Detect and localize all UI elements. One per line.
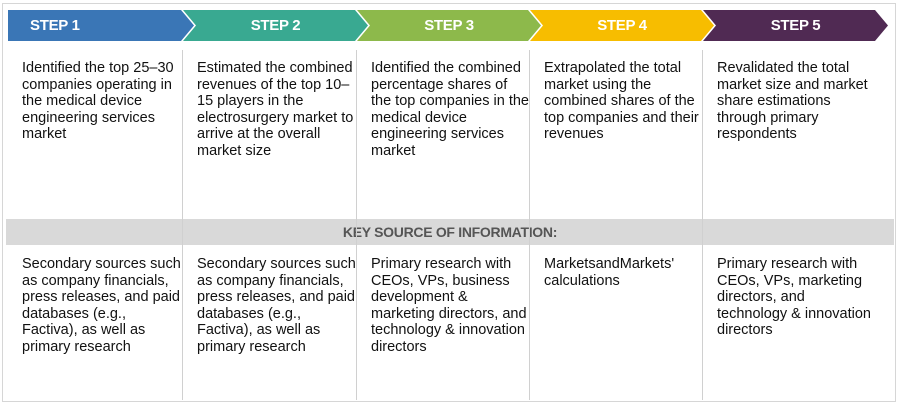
column-divider xyxy=(702,50,703,400)
step-3-description: Identified the combined percentage share… xyxy=(371,60,529,159)
step-4-arrow: STEP 4 xyxy=(530,10,714,41)
column-divider xyxy=(356,50,357,400)
step-1-arrow: STEP 1 xyxy=(8,10,194,41)
step-3-arrow: STEP 3 xyxy=(357,10,541,41)
column-divider xyxy=(529,50,530,400)
step-label: STEP 5 xyxy=(770,17,821,34)
step-label: STEP 3 xyxy=(424,17,474,34)
step-label: STEP 2 xyxy=(250,17,301,34)
step-label: STEP 4 xyxy=(597,17,647,34)
key-source-band: KEY SOURCE OF INFORMATION: xyxy=(6,219,894,245)
step-label: STEP 1 xyxy=(30,17,80,34)
step-5-description: Revalidated the total market size and ma… xyxy=(717,60,868,143)
step-5-source: Primary research with CEOs, VPs, marketi… xyxy=(717,256,871,339)
step-2-source: Secondary sources such as company financ… xyxy=(197,256,356,355)
step-5-arrow: STEP 5 xyxy=(703,10,888,41)
step-2-arrow: STEP 2 xyxy=(183,10,368,41)
step-3-source: Primary research with CEOs, VPs, busines… xyxy=(371,256,527,355)
step-2-description: Estimated the combined revenues of the t… xyxy=(197,60,354,159)
step-4-source: MarketsandMarkets' calculations xyxy=(544,256,675,289)
diagram-frame xyxy=(2,3,896,402)
step-1-source: Secondary sources such as company financ… xyxy=(22,256,181,355)
step-4-description: Extrapolated the total market using the … xyxy=(544,60,699,143)
column-divider xyxy=(182,50,183,400)
step-1-description: Identified the top 25–30 companies opera… xyxy=(22,60,174,143)
